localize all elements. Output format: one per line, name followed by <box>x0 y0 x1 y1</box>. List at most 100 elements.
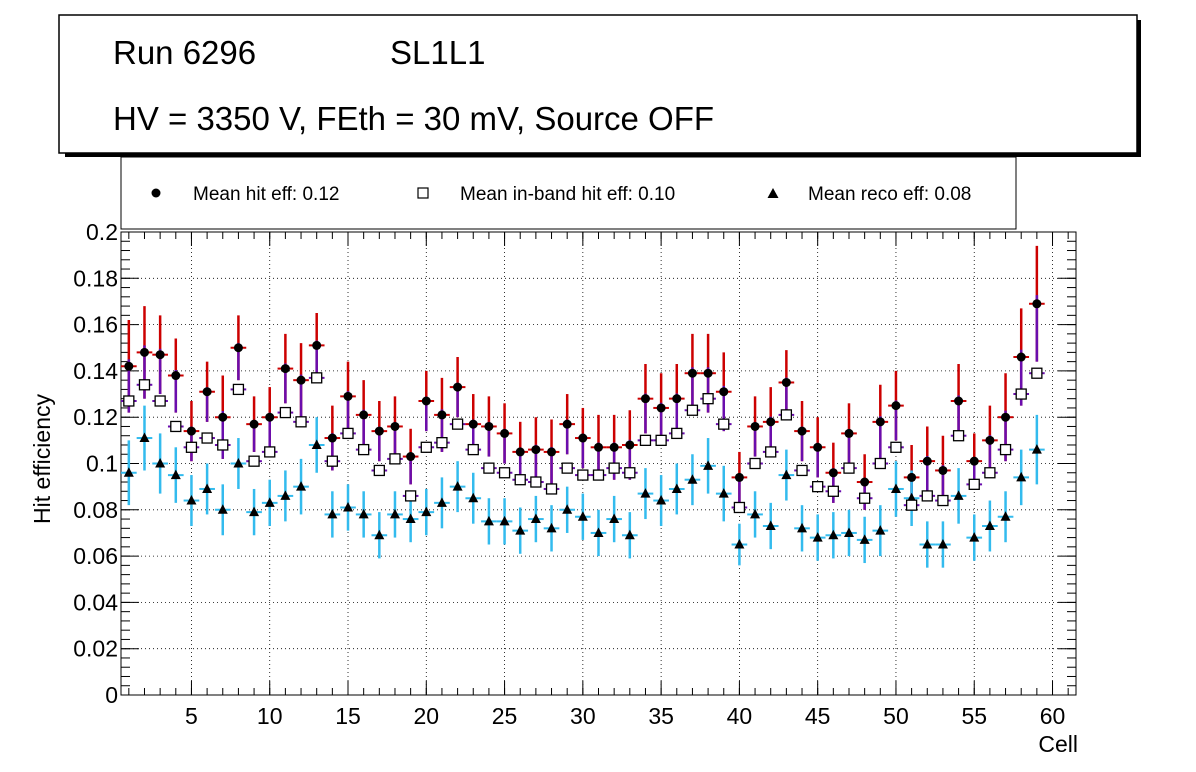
hit-point <box>1032 299 1042 309</box>
reco-point <box>890 483 901 493</box>
reco-point <box>233 458 244 468</box>
inband-point <box>170 420 182 433</box>
hit-point <box>703 368 713 378</box>
y-axis-title: Hit efficiency <box>29 394 55 524</box>
hit-point <box>828 468 838 478</box>
hit-point <box>578 433 588 443</box>
inband-point <box>780 409 793 421</box>
reco-point <box>843 527 854 537</box>
hit-point <box>327 433 337 443</box>
reco-point <box>718 488 729 498</box>
inband-point <box>827 485 839 497</box>
inband-point <box>514 474 526 486</box>
legend-marker-inband <box>417 187 429 199</box>
hit-point <box>280 364 290 374</box>
hit-point <box>954 396 964 406</box>
x-tick-label: 10 <box>257 703 283 729</box>
legend-label-inband: Mean in-band hit eff: 0.10 <box>460 184 675 205</box>
reco-point <box>249 506 260 517</box>
reco-point <box>859 534 870 544</box>
title-pave: Run 6296 SL1L1 HV = 3350 V, FEth = 30 mV… <box>58 14 1141 157</box>
hit-point <box>750 421 760 431</box>
inband-point <box>749 457 761 470</box>
x-tick-label: 35 <box>648 703 674 729</box>
hit-point <box>531 445 541 455</box>
hit-point <box>374 426 384 436</box>
hit-point <box>406 452 416 462</box>
reco-point <box>374 529 385 540</box>
inband-point <box>311 372 323 384</box>
inband-point <box>702 393 714 405</box>
inband-point <box>592 469 605 481</box>
hit-point <box>969 456 979 466</box>
hit-point <box>547 447 557 457</box>
inband-point <box>671 427 683 440</box>
inband-point <box>968 478 980 490</box>
title-pave-box <box>58 14 1138 154</box>
hit-point <box>781 377 791 387</box>
x-tick-label: 60 <box>1040 703 1066 729</box>
inband-point <box>843 462 855 474</box>
reco-point <box>327 508 338 519</box>
inband-point <box>279 406 292 419</box>
inband-point <box>154 395 166 407</box>
x-tick-label: 15 <box>335 703 361 729</box>
reco-point <box>1000 511 1011 521</box>
x-tick-label: 40 <box>727 703 753 729</box>
inband-point <box>905 499 918 511</box>
x-tick-label: 30 <box>570 703 596 729</box>
reco-point <box>812 532 823 542</box>
reco-point <box>546 522 557 533</box>
reco-point <box>170 469 181 480</box>
data-series <box>121 245 1045 568</box>
inband-point <box>389 453 401 465</box>
inband-point <box>264 446 276 458</box>
y-tick-label: 0.1 <box>86 451 118 477</box>
reco-point <box>656 495 667 505</box>
inband-point <box>326 455 339 467</box>
hit-point <box>468 419 478 429</box>
legend-box <box>120 156 1017 230</box>
reco-point <box>515 525 526 535</box>
inband-point <box>342 427 354 440</box>
x-axis-title: Cell <box>1038 731 1078 757</box>
reco-point <box>703 460 714 470</box>
reco-point <box>671 483 682 493</box>
inband-point <box>498 467 511 479</box>
hit-point <box>249 419 259 429</box>
inband-point <box>890 441 902 453</box>
reco-point <box>202 483 213 493</box>
inband-point <box>765 446 777 458</box>
y-tick-label: 0.18 <box>73 265 118 291</box>
hit-point <box>860 477 870 487</box>
x-tick-label: 25 <box>492 703 518 729</box>
reco-point <box>468 492 479 503</box>
reco-point <box>734 539 745 549</box>
y-tick-label: 0.06 <box>73 543 118 569</box>
conditions-label: HV = 3350 V, FEth = 30 mV, Source OFF <box>113 100 714 137</box>
hit-point <box>875 417 885 427</box>
inband-point <box>530 476 542 488</box>
hit-point <box>891 401 901 411</box>
reco-point <box>499 515 510 526</box>
reco-point <box>875 525 886 535</box>
reco-point <box>577 511 588 521</box>
inband-point <box>608 462 620 474</box>
inband-point <box>295 416 307 428</box>
reco-point <box>828 529 839 540</box>
hit-point <box>359 410 369 420</box>
inband-point <box>812 480 824 493</box>
reco-point <box>452 481 463 491</box>
inband-point <box>373 464 385 477</box>
reco-point <box>186 495 197 505</box>
inband-point <box>483 462 495 474</box>
reco-point <box>687 474 698 484</box>
reco-point <box>436 497 447 507</box>
reco-point <box>483 515 494 526</box>
hit-point <box>844 428 854 438</box>
hit-point <box>186 426 196 436</box>
hit-point <box>218 412 228 422</box>
reco-point <box>797 522 808 533</box>
hit-point <box>656 403 666 413</box>
reco-point <box>311 439 322 449</box>
